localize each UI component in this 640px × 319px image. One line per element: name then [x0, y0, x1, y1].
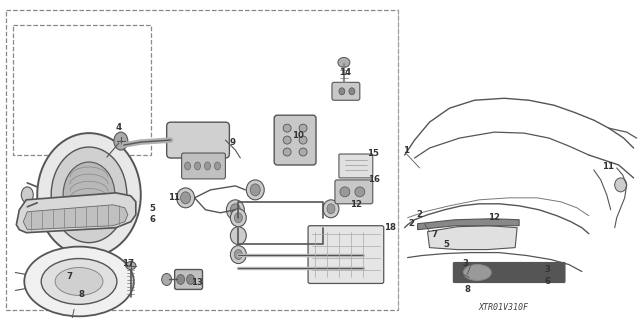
FancyBboxPatch shape — [166, 122, 229, 158]
Text: XTR01V310F: XTR01V310F — [478, 303, 528, 312]
Ellipse shape — [177, 274, 184, 285]
Text: 8: 8 — [465, 285, 470, 294]
Ellipse shape — [283, 136, 291, 144]
FancyBboxPatch shape — [182, 153, 225, 179]
Ellipse shape — [363, 259, 379, 277]
Text: 10: 10 — [292, 130, 304, 140]
Text: 2: 2 — [408, 219, 415, 228]
Ellipse shape — [323, 200, 339, 218]
Ellipse shape — [367, 263, 375, 272]
FancyBboxPatch shape — [308, 226, 384, 284]
Text: 5: 5 — [444, 240, 449, 249]
Ellipse shape — [355, 187, 365, 197]
Ellipse shape — [230, 246, 246, 263]
Ellipse shape — [205, 162, 211, 170]
Ellipse shape — [327, 204, 335, 214]
Text: 11: 11 — [602, 162, 614, 172]
FancyBboxPatch shape — [332, 82, 360, 100]
Ellipse shape — [230, 204, 241, 216]
Ellipse shape — [250, 184, 260, 196]
Ellipse shape — [299, 148, 307, 156]
Text: 16: 16 — [368, 175, 380, 184]
Ellipse shape — [162, 273, 172, 286]
FancyBboxPatch shape — [335, 180, 372, 204]
FancyBboxPatch shape — [453, 263, 565, 282]
Ellipse shape — [177, 188, 195, 208]
Bar — [6, 10, 398, 310]
Text: 14: 14 — [339, 68, 351, 77]
Text: 3: 3 — [544, 265, 550, 274]
Text: 12: 12 — [350, 200, 362, 209]
Text: 2: 2 — [417, 210, 422, 219]
Ellipse shape — [230, 209, 246, 227]
Text: 6: 6 — [150, 215, 156, 224]
Ellipse shape — [463, 264, 492, 280]
Ellipse shape — [367, 249, 375, 260]
FancyBboxPatch shape — [274, 115, 316, 165]
Ellipse shape — [234, 249, 243, 260]
Text: 15: 15 — [367, 149, 379, 158]
Text: 8: 8 — [78, 290, 84, 299]
FancyBboxPatch shape — [175, 270, 202, 289]
Text: 7: 7 — [66, 272, 72, 281]
Bar — [13, 25, 151, 155]
Polygon shape — [417, 219, 519, 230]
Text: 17: 17 — [122, 259, 134, 268]
Ellipse shape — [24, 247, 134, 316]
Ellipse shape — [187, 274, 195, 285]
Ellipse shape — [299, 136, 307, 144]
Text: 18: 18 — [384, 223, 396, 232]
Ellipse shape — [614, 178, 627, 192]
Ellipse shape — [41, 259, 117, 304]
Ellipse shape — [180, 192, 191, 204]
Text: 6: 6 — [544, 277, 550, 286]
Text: 13: 13 — [191, 278, 202, 287]
Polygon shape — [428, 226, 517, 249]
Ellipse shape — [195, 162, 200, 170]
Ellipse shape — [63, 162, 115, 228]
Ellipse shape — [51, 147, 127, 243]
FancyBboxPatch shape — [339, 154, 372, 178]
Polygon shape — [17, 193, 136, 233]
Ellipse shape — [184, 162, 191, 170]
Ellipse shape — [230, 227, 246, 245]
Text: 4: 4 — [116, 122, 122, 132]
Text: 5: 5 — [150, 204, 156, 213]
Ellipse shape — [363, 246, 379, 263]
Text: 1: 1 — [403, 145, 408, 154]
Text: 3: 3 — [462, 259, 468, 268]
Ellipse shape — [55, 268, 103, 295]
Ellipse shape — [114, 132, 128, 150]
Text: 12: 12 — [488, 213, 500, 222]
Text: 11: 11 — [168, 193, 180, 202]
Ellipse shape — [214, 162, 220, 170]
Ellipse shape — [339, 88, 345, 95]
Ellipse shape — [283, 124, 291, 132]
Ellipse shape — [227, 200, 244, 220]
Ellipse shape — [234, 213, 243, 223]
Ellipse shape — [246, 180, 264, 200]
Ellipse shape — [338, 57, 350, 67]
Ellipse shape — [21, 187, 33, 203]
Ellipse shape — [37, 133, 141, 256]
Text: 9: 9 — [229, 137, 236, 146]
Ellipse shape — [340, 187, 350, 197]
Ellipse shape — [283, 148, 291, 156]
Ellipse shape — [299, 124, 307, 132]
Polygon shape — [23, 205, 128, 230]
Text: 7: 7 — [431, 230, 438, 239]
Ellipse shape — [126, 262, 136, 270]
Ellipse shape — [349, 88, 355, 95]
